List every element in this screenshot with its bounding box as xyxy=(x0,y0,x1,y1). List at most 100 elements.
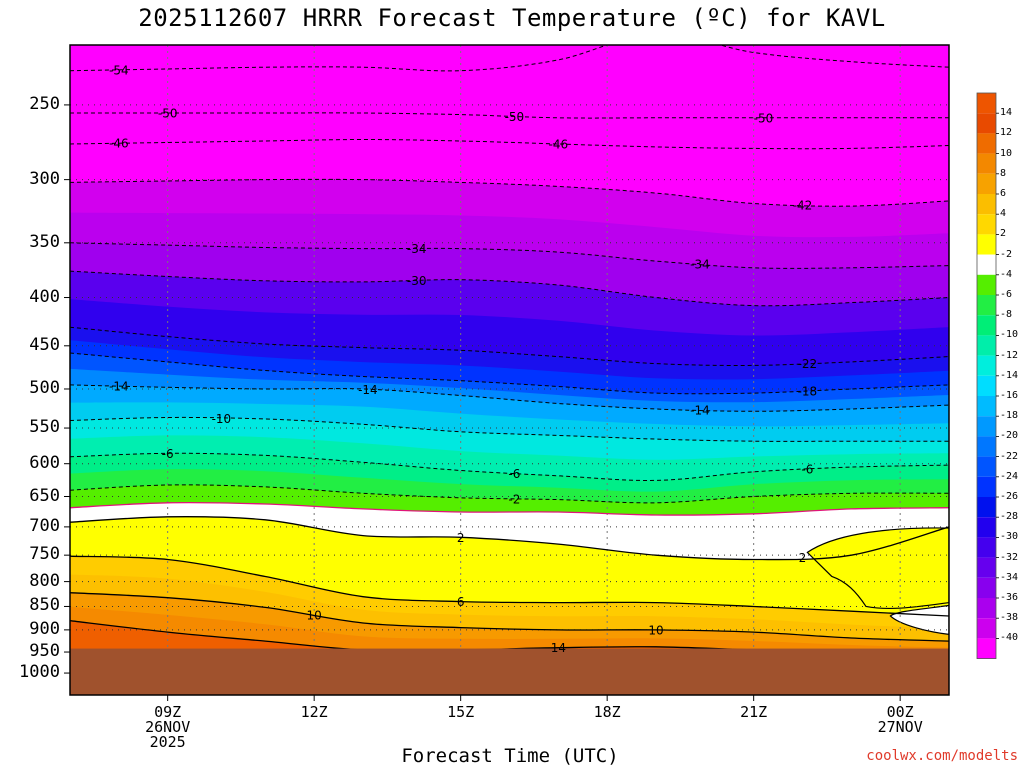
isotherm--18 xyxy=(70,352,949,395)
colorbar-label: -24 xyxy=(1000,470,1019,482)
isotherm-label: -34 xyxy=(407,242,427,256)
colorbar-swatch xyxy=(977,295,996,316)
colorbar-swatch xyxy=(977,577,996,598)
isotherm-label: -46 xyxy=(109,137,129,151)
isotherm-label: -6 xyxy=(508,467,520,481)
colorbar-swatch xyxy=(977,133,996,154)
isotherm-label: -18 xyxy=(798,384,818,398)
colorbar-label: 10 xyxy=(1000,147,1013,159)
colorbar-label: -32 xyxy=(1000,551,1019,563)
colorbar-label: -28 xyxy=(1000,511,1019,523)
isotherm-2 xyxy=(70,516,949,561)
colorbar-label: -36 xyxy=(1000,592,1019,603)
y-tick-label: 650 xyxy=(29,485,60,506)
y-tick-label: 500 xyxy=(29,377,60,398)
colorbar-label: -6 xyxy=(1000,289,1013,300)
y-tick-label: 550 xyxy=(29,417,60,438)
colorbar-label: 14 xyxy=(1000,107,1013,119)
colorbar-label: 4 xyxy=(1000,208,1007,220)
warm-pocket xyxy=(806,527,949,610)
y-tick-label: 400 xyxy=(29,286,60,307)
isotherm-10 xyxy=(70,592,949,642)
colorbar-swatch xyxy=(977,456,996,477)
chart-title: 2025112607 HRRR Forecast Temperature (ºC… xyxy=(138,4,886,32)
isotherm--54 xyxy=(70,45,949,72)
colorbar-swatch xyxy=(977,396,996,417)
isotherm-label: -2 xyxy=(508,492,520,506)
colorbar-label: -38 xyxy=(1000,612,1019,624)
isotherm-label: 2 xyxy=(799,551,807,565)
colorbar-swatch-top xyxy=(977,93,996,114)
colorbar-swatch xyxy=(977,638,996,659)
colorbar-label: -30 xyxy=(1000,531,1019,543)
isotherm-labels: -54-50 -50 -50-46 -46-42-34-34-30-22-18-14-… xyxy=(109,63,818,655)
isotherm-label: -14 xyxy=(109,380,129,394)
colorbar-swatch xyxy=(977,113,996,134)
colorbar-label: -14 xyxy=(1000,369,1019,381)
ground-area xyxy=(70,648,949,695)
y-tick-label: 600 xyxy=(29,452,60,473)
colorbar-swatch xyxy=(977,537,996,558)
colorbar-swatch xyxy=(977,598,996,619)
colorbar-label: -40 xyxy=(1000,632,1019,644)
colorbar-swatch xyxy=(977,476,996,497)
colorbar-swatch xyxy=(977,254,996,275)
isotherm-label: -54 xyxy=(109,63,129,77)
isotherm-label: 10 xyxy=(648,623,663,637)
colorbar-swatch xyxy=(977,375,996,396)
y-tick-label: 350 xyxy=(29,231,60,252)
colorbar-swatch xyxy=(977,557,996,578)
isotherm--22 xyxy=(70,326,949,366)
x-tick-label: 09Z 26NOV 2025 xyxy=(145,703,191,751)
isotherm-label: -34 xyxy=(690,258,710,272)
colorbar-label: -22 xyxy=(1000,450,1019,462)
credit-link[interactable]: coolwx.com/modelts xyxy=(866,748,1018,764)
x-tick-label: 21Z xyxy=(740,703,768,721)
isotherm-label: -22 xyxy=(798,357,818,371)
colorbar-label: 6 xyxy=(1000,188,1007,199)
colorbar-label: -4 xyxy=(1000,268,1013,280)
isotherm-label: -50 xyxy=(505,110,525,124)
isotherm-label: 2 xyxy=(457,531,465,545)
x-tick-label: 00Z 27NOV xyxy=(877,703,923,736)
plot-frame xyxy=(69,44,950,696)
isotherm-label: 14 xyxy=(551,641,566,655)
colorbar-label: -8 xyxy=(1000,309,1013,321)
colorbar-swatch xyxy=(977,234,996,255)
y-tick-label: 950 xyxy=(29,641,60,662)
colorbar-label: -10 xyxy=(1000,329,1019,341)
y-tick-label: 700 xyxy=(29,515,60,536)
x-tick-label: 15Z xyxy=(447,703,475,721)
isotherm-label: -14 xyxy=(358,383,378,397)
colorbar-swatch xyxy=(977,335,996,356)
colorbar xyxy=(976,92,999,659)
axis-ticks xyxy=(64,104,901,701)
colorbar-label: -12 xyxy=(1000,349,1019,361)
y-tick-label: 250 xyxy=(29,93,60,114)
isotherm-label: 6 xyxy=(457,595,465,609)
isotherm-label: -14 xyxy=(690,404,710,418)
colorbar-swatch xyxy=(977,173,996,194)
colorbar-swatch xyxy=(977,497,996,518)
isotherm-6 xyxy=(70,555,949,617)
cold-pocket xyxy=(889,604,949,636)
colorbar-swatch xyxy=(977,517,996,538)
y-tick-label: 800 xyxy=(29,570,60,591)
isotherm-label: -42 xyxy=(793,198,813,212)
isotherm-0 xyxy=(70,501,949,516)
colorbar-label: 8 xyxy=(1000,167,1007,179)
colorbar-label: -2 xyxy=(1000,248,1013,260)
colorbar-label: -16 xyxy=(1000,390,1019,401)
isotherm-label: -50 xyxy=(158,107,178,121)
isotherm-label: -10 xyxy=(212,412,232,426)
isotherm-label: -6 xyxy=(162,447,174,461)
colorbar-swatch xyxy=(977,618,996,639)
isotherm-label: -6 xyxy=(801,463,813,477)
isotherm-label: -46 xyxy=(549,137,569,151)
y-tick-label: 750 xyxy=(29,544,60,565)
colorbar-swatch xyxy=(977,153,996,174)
colorbar-swatch xyxy=(977,416,996,437)
isotherm-label: -50 xyxy=(754,111,774,125)
y-tick-label: 850 xyxy=(29,595,60,616)
colorbar-swatch xyxy=(977,194,996,215)
